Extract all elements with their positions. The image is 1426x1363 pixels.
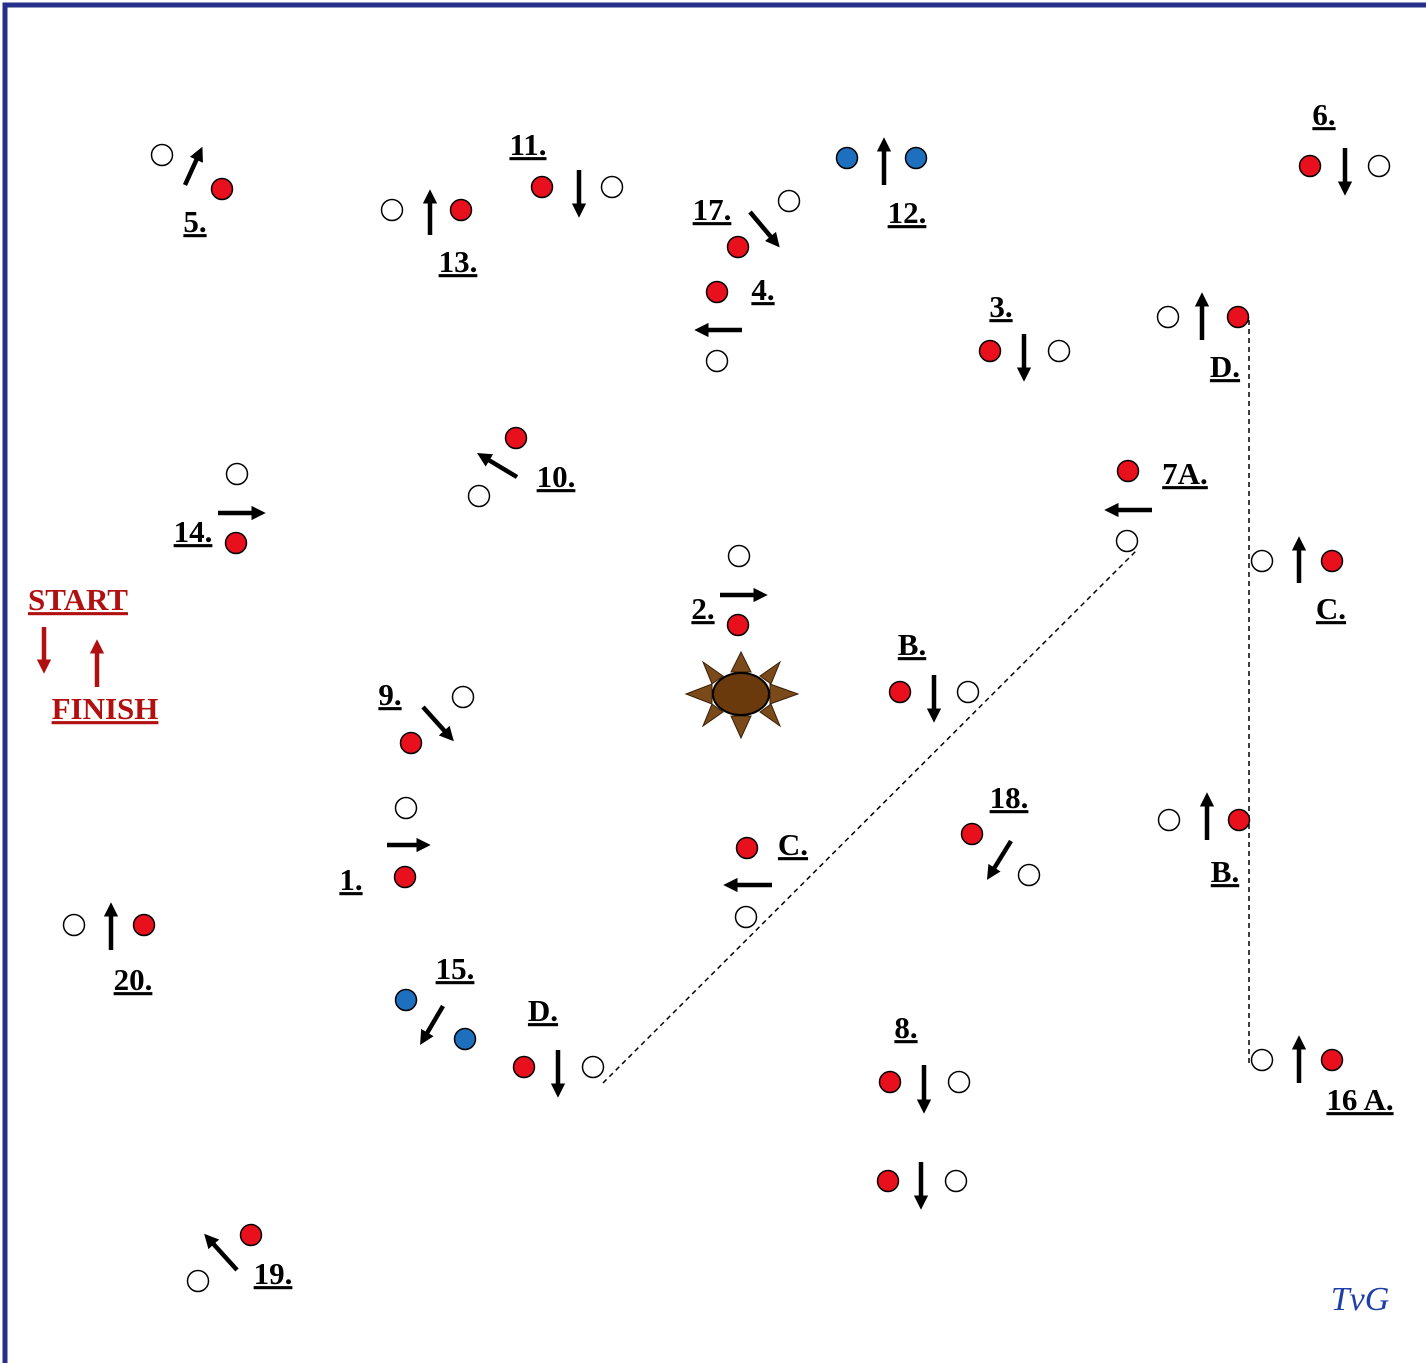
cone — [132, 913, 156, 937]
cone — [1320, 549, 1344, 573]
cone — [394, 796, 418, 820]
arrow — [421, 705, 454, 742]
cone — [512, 1055, 536, 1079]
station-label: D. — [1210, 349, 1240, 384]
cone — [530, 175, 554, 199]
station-label: 8. — [894, 1010, 917, 1045]
station-label: 9. — [378, 677, 401, 712]
station-label: B. — [898, 627, 926, 662]
cone — [394, 988, 418, 1012]
station-label: 2. — [691, 591, 714, 626]
station-label: 11. — [509, 127, 546, 162]
cone — [978, 339, 1002, 363]
cone — [876, 1169, 900, 1193]
station-label: 15. — [436, 951, 475, 986]
cone — [1250, 549, 1274, 573]
cone — [451, 685, 475, 709]
station-label: C. — [1316, 591, 1346, 626]
cone — [600, 175, 624, 199]
station-label: 7A. — [1162, 456, 1208, 491]
cone — [777, 189, 801, 213]
cone — [186, 1269, 210, 1293]
signature: TvG — [1331, 1281, 1390, 1318]
cone — [453, 1027, 477, 1051]
station-label: B. — [1211, 854, 1239, 889]
cone — [399, 731, 423, 755]
cone — [62, 913, 86, 937]
station-label: START — [28, 582, 128, 617]
station-label: 4. — [751, 272, 774, 307]
station-label: 19. — [254, 1256, 293, 1291]
station-label: 16 A. — [1326, 1082, 1393, 1117]
cone — [960, 822, 984, 846]
station-label: 17. — [693, 192, 732, 227]
cone — [393, 865, 417, 889]
cone — [1320, 1048, 1344, 1072]
cone — [1227, 808, 1251, 832]
station-label: 14. — [174, 514, 213, 549]
arrow — [182, 146, 203, 186]
cone — [1115, 529, 1139, 553]
station-label: 5. — [183, 204, 206, 239]
cone — [1047, 339, 1071, 363]
cone — [1156, 305, 1180, 329]
station-label: 13. — [439, 244, 478, 279]
cone — [1250, 1048, 1274, 1072]
cone — [239, 1223, 263, 1247]
cone — [449, 198, 473, 222]
cone — [504, 426, 528, 450]
station-label: 6. — [1312, 97, 1335, 132]
cone — [944, 1169, 968, 1193]
station-label: 18. — [990, 780, 1029, 815]
station-label: FINISH — [52, 691, 159, 726]
station-label: C. — [778, 827, 808, 862]
cone — [224, 531, 248, 555]
cone — [150, 143, 174, 167]
cone — [727, 544, 751, 568]
cone — [726, 613, 750, 637]
cone — [956, 680, 980, 704]
station-label: 10. — [537, 459, 576, 494]
cone — [467, 484, 491, 508]
arrow — [986, 839, 1013, 880]
arrow — [204, 1233, 239, 1272]
cone — [835, 146, 859, 170]
cone — [225, 462, 249, 486]
cone — [734, 905, 758, 929]
cone — [1298, 154, 1322, 178]
station-label: 1. — [339, 862, 362, 897]
arrow — [420, 1004, 445, 1045]
cone — [735, 836, 759, 860]
cone — [947, 1070, 971, 1094]
cone — [904, 146, 928, 170]
cone — [1367, 154, 1391, 178]
obstacle — [684, 650, 800, 740]
cone — [1157, 808, 1181, 832]
station-label: 12. — [888, 195, 927, 230]
cone — [581, 1055, 605, 1079]
station-label: D. — [528, 993, 558, 1028]
cone — [1116, 459, 1140, 483]
cone — [705, 349, 729, 373]
cone — [726, 235, 750, 259]
cone — [1226, 305, 1250, 329]
station-label: 3. — [989, 289, 1012, 324]
cone — [888, 680, 912, 704]
arrow — [748, 210, 780, 248]
cone — [1017, 863, 1041, 887]
cone — [210, 177, 234, 201]
station-label: 20. — [114, 962, 153, 997]
arrow — [477, 453, 519, 479]
cone — [878, 1070, 902, 1094]
cone — [380, 198, 404, 222]
cone — [705, 280, 729, 304]
